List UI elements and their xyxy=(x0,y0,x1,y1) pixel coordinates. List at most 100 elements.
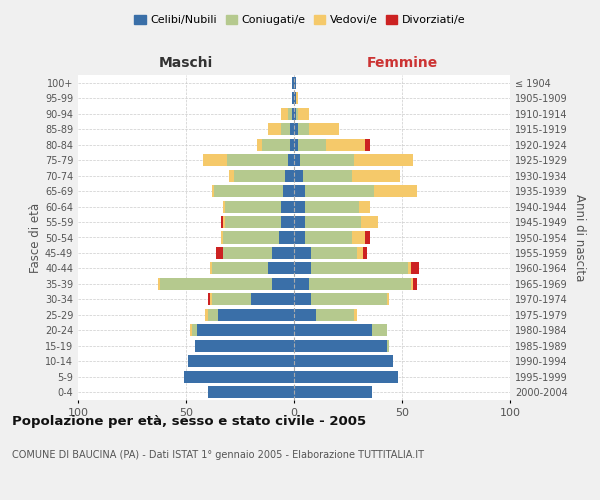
Bar xyxy=(251,294,294,306)
Bar xyxy=(309,123,340,135)
Bar xyxy=(298,123,309,135)
Bar xyxy=(298,138,326,150)
Bar xyxy=(294,154,301,166)
Bar xyxy=(352,232,365,243)
Bar xyxy=(281,123,290,135)
Bar xyxy=(294,216,305,228)
Bar xyxy=(281,108,287,120)
Text: Popolazione per età, sesso e stato civile - 2005: Popolazione per età, sesso e stato civil… xyxy=(12,415,366,428)
Bar xyxy=(212,185,214,197)
Bar xyxy=(292,108,294,120)
Y-axis label: Anni di nascita: Anni di nascita xyxy=(573,194,586,281)
Bar xyxy=(290,138,294,150)
Bar xyxy=(387,294,389,306)
Bar xyxy=(233,170,286,181)
Bar xyxy=(223,216,225,228)
Bar xyxy=(290,123,294,135)
Bar xyxy=(294,200,305,212)
Bar xyxy=(294,123,298,135)
Bar xyxy=(413,278,417,290)
Bar xyxy=(212,294,251,306)
Bar xyxy=(326,138,365,150)
Bar xyxy=(214,185,283,197)
Bar xyxy=(223,232,279,243)
Bar xyxy=(294,340,387,352)
Bar xyxy=(409,262,410,274)
Bar xyxy=(365,232,370,243)
Bar xyxy=(316,309,355,321)
Text: COMUNE DI BAUCINA (PA) - Dati ISTAT 1° gennaio 2005 - Elaborazione TUTTITALIA.IT: COMUNE DI BAUCINA (PA) - Dati ISTAT 1° g… xyxy=(12,450,424,460)
Bar xyxy=(305,200,359,212)
Bar xyxy=(268,262,294,274)
Bar xyxy=(212,262,268,274)
Bar xyxy=(281,216,294,228)
Bar xyxy=(355,309,356,321)
Bar xyxy=(193,324,197,336)
Bar xyxy=(294,185,305,197)
Bar xyxy=(283,185,294,197)
Bar xyxy=(294,371,398,383)
Bar xyxy=(309,278,410,290)
Bar xyxy=(205,309,208,321)
Bar xyxy=(257,138,262,150)
Bar xyxy=(359,200,370,212)
Bar xyxy=(197,324,294,336)
Bar xyxy=(296,108,298,120)
Bar xyxy=(292,92,294,104)
Bar xyxy=(372,324,387,336)
Bar xyxy=(294,262,311,274)
Bar xyxy=(298,108,309,120)
Bar xyxy=(223,247,272,259)
Bar xyxy=(203,154,227,166)
Bar xyxy=(410,262,419,274)
Bar xyxy=(292,76,294,89)
Bar xyxy=(294,108,296,120)
Bar xyxy=(229,170,233,181)
Bar xyxy=(272,278,294,290)
Legend: Celibi/Nubili, Coniugati/e, Vedovi/e, Divorziati/e: Celibi/Nubili, Coniugati/e, Vedovi/e, Di… xyxy=(130,10,470,30)
Text: Maschi: Maschi xyxy=(159,56,213,70)
Bar xyxy=(294,92,296,104)
Text: Femmine: Femmine xyxy=(367,56,437,70)
Bar xyxy=(225,200,281,212)
Bar xyxy=(210,294,212,306)
Bar xyxy=(208,309,218,321)
Bar xyxy=(361,216,378,228)
Bar xyxy=(294,170,302,181)
Bar xyxy=(286,170,294,181)
Bar xyxy=(210,262,212,274)
Bar xyxy=(311,294,387,306)
Bar xyxy=(294,294,311,306)
Bar xyxy=(301,154,355,166)
Bar xyxy=(387,340,389,352)
Bar xyxy=(218,309,294,321)
Bar xyxy=(356,247,363,259)
Bar xyxy=(158,278,160,290)
Bar xyxy=(190,324,193,336)
Bar xyxy=(294,247,311,259)
Bar xyxy=(287,154,294,166)
Bar xyxy=(363,247,367,259)
Bar xyxy=(184,371,294,383)
Bar xyxy=(305,232,352,243)
Bar xyxy=(262,138,290,150)
Bar xyxy=(355,154,413,166)
Bar xyxy=(272,247,294,259)
Bar xyxy=(208,386,294,398)
Bar xyxy=(216,247,223,259)
Bar xyxy=(221,232,223,243)
Bar xyxy=(305,185,374,197)
Bar xyxy=(294,138,298,150)
Bar xyxy=(302,170,352,181)
Bar xyxy=(188,356,294,368)
Bar xyxy=(294,356,394,368)
Bar xyxy=(374,185,417,197)
Bar xyxy=(294,324,372,336)
Bar xyxy=(227,154,287,166)
Bar xyxy=(311,247,356,259)
Bar xyxy=(305,216,361,228)
Bar xyxy=(225,216,281,228)
Bar xyxy=(279,232,294,243)
Bar xyxy=(221,216,223,228)
Bar xyxy=(281,200,294,212)
